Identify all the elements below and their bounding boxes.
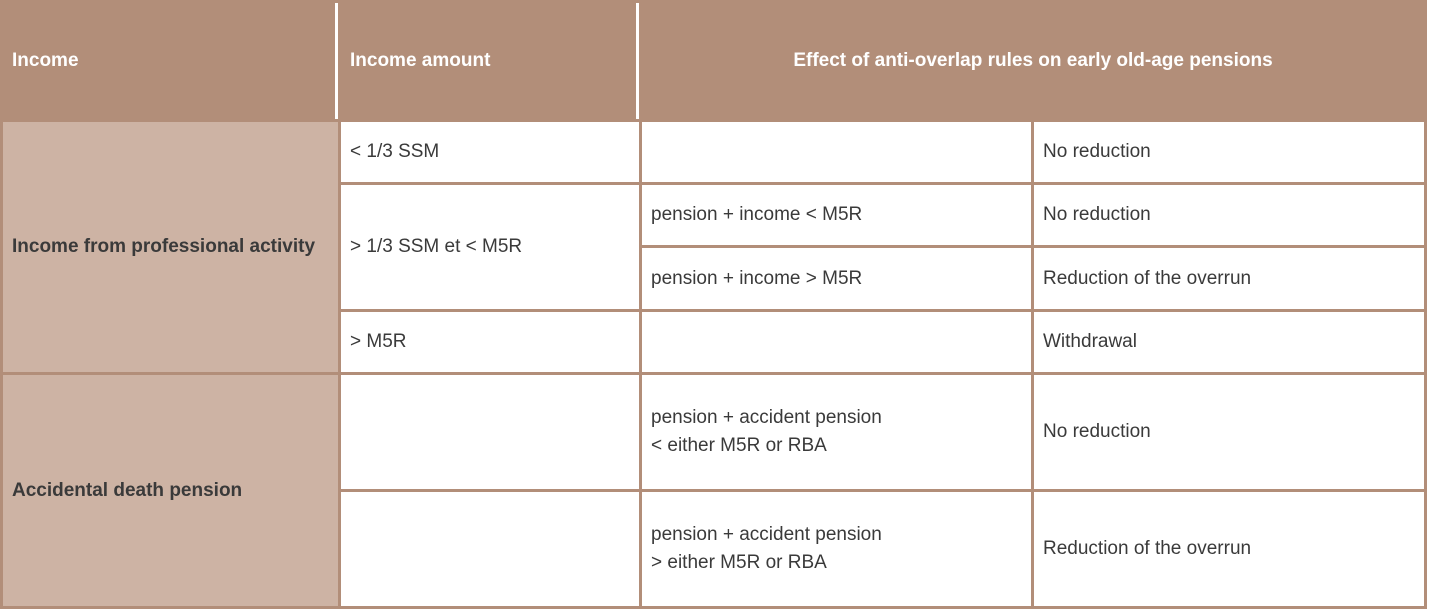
table-row: pension + income > M5R Reduction of the … (3, 248, 1425, 310)
effect-cell: Reduction of the overrun (1034, 492, 1425, 606)
table-row: > M5R Withdrawal (3, 312, 1425, 373)
effect-cell: No reduction (1034, 375, 1425, 490)
header-income-amount: Income amount (341, 3, 639, 119)
condition-cell (642, 122, 1031, 183)
category-professional-income: Income from professional activity (3, 122, 338, 373)
condition-line: < either M5R or RBA (651, 435, 827, 457)
income-amount-cell (341, 492, 639, 606)
income-amount-cell: > M5R (341, 312, 639, 373)
condition-cell: pension + income < M5R (642, 185, 1031, 246)
header-income: Income (3, 3, 338, 119)
header-row: Income Income amount Effect of anti-over… (3, 3, 1425, 119)
condition-cell: pension + income > M5R (642, 248, 1031, 310)
condition-line: > either M5R or RBA (651, 552, 827, 574)
header-effect: Effect of anti-overlap rules on early ol… (642, 3, 1425, 119)
income-amount-cell: > 1/3 SSM et < M5R (341, 185, 639, 310)
condition-line: pension + accident pension (651, 407, 882, 429)
condition-cell: pension + accident pension > either M5R … (642, 492, 1031, 606)
income-amount-cell (341, 375, 639, 490)
effect-cell: No reduction (1034, 122, 1425, 183)
table-row: Accidental death pension pension + accid… (3, 375, 1425, 606)
table-row: > 1/3 SSM et < M5R pension + income < M5… (3, 185, 1425, 310)
category-accidental-death-pension: Accidental death pension (3, 375, 338, 606)
table-row: Income from professional activity < 1/3 … (3, 122, 1425, 373)
condition-cell: pension + accident pension < either M5R … (642, 375, 1031, 490)
effect-cell: Reduction of the overrun (1034, 248, 1425, 310)
effect-cell: No reduction (1034, 185, 1425, 246)
effect-cell: Withdrawal (1034, 312, 1425, 373)
condition-line: pension + accident pension (651, 524, 882, 546)
table-row: pension + accident pension > either M5R … (3, 492, 1425, 606)
condition-cell (642, 312, 1031, 373)
income-amount-cell: < 1/3 SSM (341, 122, 639, 183)
